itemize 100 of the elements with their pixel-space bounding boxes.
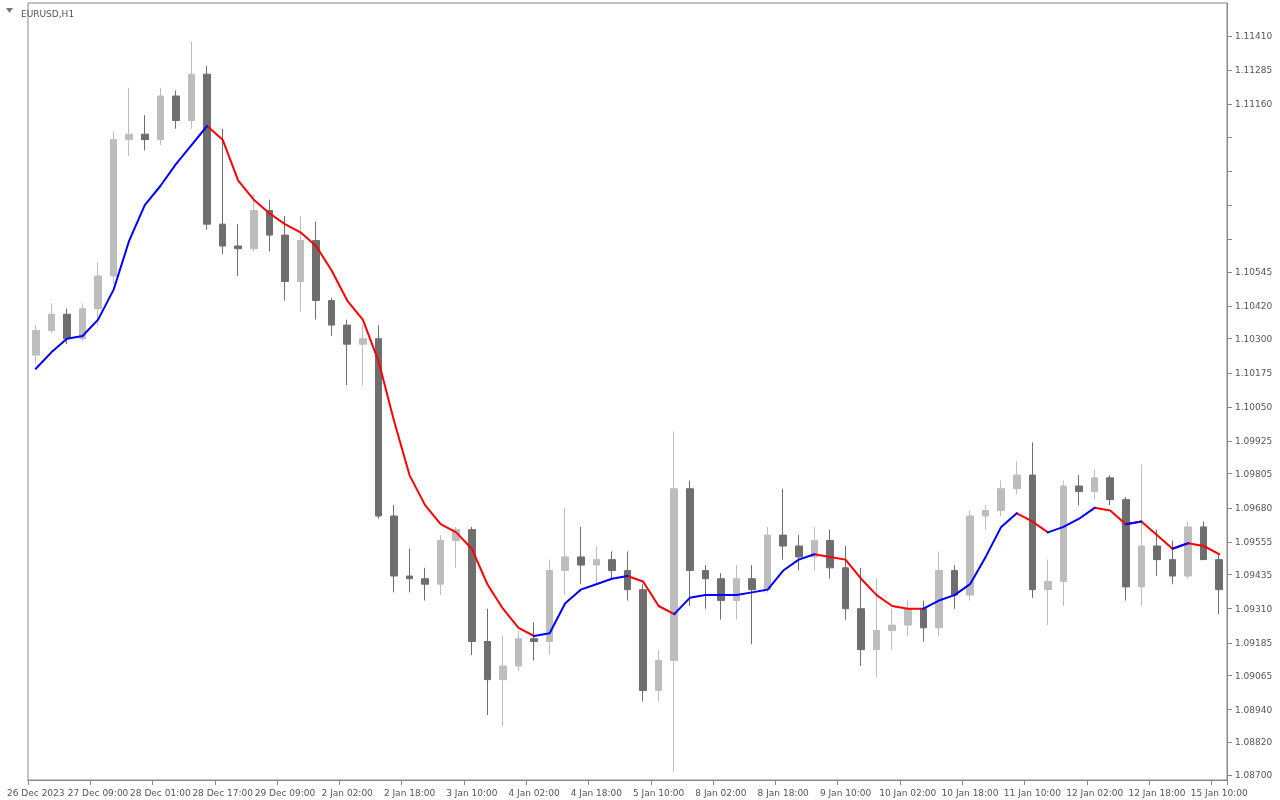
candlestick (110, 130, 117, 285)
candlestick (219, 128, 226, 255)
candlestick (982, 504, 989, 531)
candlestick (499, 635, 507, 727)
candlestick (79, 302, 86, 342)
candlestick (920, 600, 927, 642)
candlestick (48, 302, 55, 334)
candlestick (764, 526, 771, 593)
candlestick (686, 480, 694, 607)
x-tick-label: 2 Jan 02:00 (321, 787, 374, 798)
candlestick (1060, 480, 1067, 607)
x-tick-label: 5 Jan 10:00 (633, 787, 685, 798)
candlestick (234, 223, 242, 277)
candlestick (32, 324, 40, 364)
x-tick-label: 9 Jan 10:00 (819, 787, 872, 798)
candlestick (1091, 469, 1098, 501)
candlestick (857, 567, 865, 667)
candlestick (997, 480, 1005, 517)
candlestick (63, 308, 71, 345)
candlestick (468, 526, 476, 656)
candlestick (1215, 553, 1223, 615)
y-tick-label: 1.09555 (1235, 536, 1273, 547)
candlestick (203, 65, 211, 231)
candlestick (1169, 540, 1176, 585)
candlestick (826, 529, 834, 580)
candlestick (421, 567, 429, 602)
candlestick (717, 572, 725, 621)
candlestick (608, 550, 616, 580)
candlestick (1044, 559, 1052, 626)
candlestick (297, 215, 304, 312)
y-tick-label: 1.10420 (1235, 301, 1273, 311)
candlestick (546, 559, 553, 656)
candlestick (359, 324, 367, 386)
x-tick-label: 11 Jan 10:00 (1003, 787, 1062, 798)
x-tick-label: 15 Jan 10:00 (1190, 787, 1248, 798)
candlestick (935, 550, 943, 637)
candlestick (250, 193, 258, 252)
y-tick-label: 1.10175 (1235, 367, 1273, 378)
candlestick (904, 600, 912, 637)
candlestick (639, 583, 647, 702)
x-tick-label: 29 Dec 09:00 (254, 787, 316, 798)
y-tick-label: 1.09925 (1235, 436, 1273, 446)
y-tick-label: 1.09065 (1235, 670, 1273, 681)
candlestick (1013, 460, 1021, 495)
x-tick-label: 28 Dec 01:00 (130, 787, 191, 798)
candlestick (328, 297, 335, 337)
y-tick-label: 1.08820 (1235, 737, 1273, 748)
candlestick (966, 510, 974, 602)
candlestick (515, 630, 522, 672)
x-tick-label: 10 Jan 02:00 (879, 787, 937, 798)
candlestick (281, 215, 289, 302)
candlestick (1029, 441, 1036, 599)
candlestick (125, 87, 133, 157)
candlestick (1153, 529, 1161, 577)
candlestick (888, 608, 896, 651)
candlestick (312, 220, 320, 321)
candlestick (157, 87, 164, 146)
x-tick-label: 3 Jan 10:00 (446, 787, 498, 798)
candlestick (702, 564, 709, 610)
x-tick-label: 4 Jan 02:00 (508, 787, 560, 798)
x-tick-label: 26 Dec 2023 (7, 787, 65, 798)
candlestick (1106, 474, 1114, 506)
x-tick-label: 27 Dec 09:00 (67, 787, 129, 798)
candlestick (624, 550, 631, 602)
y-tick-label: 1.08940 (1235, 704, 1273, 715)
y-tick-label: 1.09185 (1235, 637, 1273, 648)
candlestick (172, 90, 180, 130)
candlestick (484, 608, 491, 716)
y-tick-label: 1.09680 (1235, 502, 1273, 513)
candlestick (141, 114, 149, 152)
y-tick-label: 1.08700 (1235, 770, 1273, 781)
y-tick-label: 1.11285 (1235, 65, 1273, 76)
candlestick (390, 504, 398, 593)
y-tick-label: 1.09805 (1235, 468, 1273, 479)
candlestick (655, 649, 662, 702)
x-tick-label: 12 Jan 02:00 (1066, 787, 1124, 798)
candlestick (842, 545, 849, 621)
x-tick-label: 10 Jan 18:00 (941, 787, 999, 798)
candlestick (188, 40, 195, 130)
y-tick-label: 1.09310 (1235, 603, 1273, 614)
x-tick-label: 28 Dec 17:00 (192, 787, 254, 798)
candlestick (811, 526, 818, 572)
x-tick-label: 12 Jan 18:00 (1128, 787, 1186, 798)
x-tick-label: 8 Jan 18:00 (757, 787, 810, 798)
x-tick-label: 4 Jan 18:00 (570, 787, 623, 798)
candlestick (670, 430, 678, 773)
y-tick-label: 1.10300 (1235, 333, 1273, 344)
candlestick (343, 319, 351, 386)
candlestick (561, 507, 569, 596)
candlestick (733, 564, 740, 621)
candlestick (873, 578, 880, 678)
candlestick (375, 324, 382, 520)
x-tick-label: 2 Jan 18:00 (383, 787, 436, 798)
candlestick (1122, 496, 1130, 602)
y-tick-label: 1.11410 (1235, 31, 1273, 41)
candlestick (406, 548, 413, 593)
candlestick (779, 488, 787, 561)
y-tick-label: 1.11160 (1235, 99, 1273, 110)
y-tick-label: 1.10050 (1235, 401, 1273, 412)
text: EURUSD,H1 (21, 8, 75, 19)
